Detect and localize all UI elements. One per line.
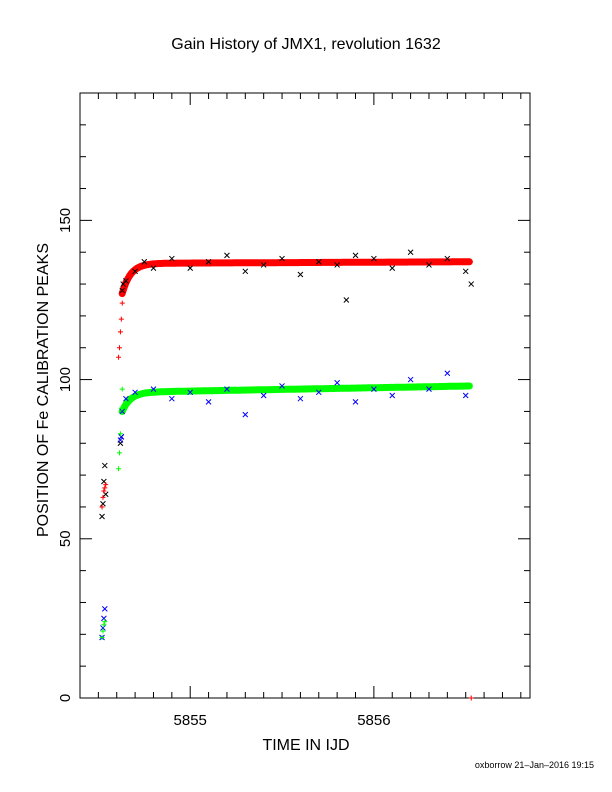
x-marker: [132, 268, 138, 275]
plus-marker: [118, 405, 124, 411]
x-marker: [389, 265, 396, 271]
y-tick-label: 100: [57, 367, 74, 392]
x-marker: [260, 392, 267, 399]
x-marker: [462, 268, 469, 275]
x-marker: [123, 395, 129, 402]
x-tick-label: 5855: [174, 712, 207, 729]
x-marker: [168, 255, 175, 262]
x-marker: [352, 252, 359, 259]
x-marker: [242, 411, 249, 418]
x-axis-label: TIME IN IJD: [262, 737, 350, 754]
x-marker: [315, 389, 322, 396]
plus-marker: [101, 488, 107, 494]
x-marker: [279, 383, 285, 389]
plus-marker: [119, 300, 125, 306]
plus-marker: [468, 695, 474, 701]
tick-marks: [80, 92, 530, 699]
plus-marker: [118, 316, 124, 322]
x-marker: [141, 258, 148, 265]
plus-marker: [99, 504, 105, 510]
x-marker: [224, 252, 230, 259]
plot-frame: [79, 92, 531, 699]
chart-title: Gain History of JMX1, revolution 1632: [171, 36, 441, 53]
x-marker: [117, 437, 124, 443]
data-points: [99, 249, 475, 701]
x-marker: [119, 408, 126, 415]
x-marker: [407, 249, 414, 256]
x-marker: [315, 258, 322, 265]
x-marker: [444, 255, 451, 262]
y-tick-label: 50: [57, 530, 74, 547]
x-marker: [205, 258, 212, 265]
footer-credit: oxborrow 21–Jan–2016 19:15: [474, 760, 594, 770]
x-marker: [297, 271, 304, 278]
x-marker: [462, 392, 469, 399]
x-marker: [187, 389, 194, 396]
x-marker: [150, 386, 157, 392]
x-marker: [371, 255, 377, 262]
x-marker: [407, 376, 414, 383]
plus-marker: [119, 386, 125, 392]
x-marker: [297, 395, 304, 402]
plus-marker: [116, 450, 122, 456]
x-marker: [389, 392, 396, 399]
x-marker: [468, 281, 475, 287]
x-marker: [279, 255, 285, 262]
x-marker: [168, 395, 175, 402]
x-marker: [101, 615, 107, 622]
x-marker: [242, 268, 249, 275]
trend-line: [118, 258, 473, 298]
x-marker: [99, 513, 105, 520]
plus-marker: [100, 628, 106, 634]
x-marker: [150, 265, 157, 271]
plus-marker: [102, 485, 108, 491]
plus-marker: [116, 345, 122, 351]
plus-marker: [102, 619, 108, 625]
plus-marker: [116, 466, 122, 472]
x-marker: [101, 462, 108, 469]
trend-lines: [118, 258, 473, 415]
x-marker: [100, 625, 106, 631]
x-tick-label: 5856: [357, 712, 390, 729]
x-marker: [426, 386, 432, 392]
x-marker: [224, 386, 230, 392]
x-marker: [426, 262, 432, 268]
x-marker: [123, 278, 129, 284]
x-marker: [118, 434, 125, 440]
plus-marker: [103, 482, 109, 488]
trend-line: [118, 382, 473, 415]
plus-marker: [116, 354, 122, 360]
plus-marker: [99, 635, 105, 640]
x-marker: [444, 370, 451, 377]
tick-labels: 0 50 100 150 5855 5856: [57, 208, 391, 729]
x-marker: [101, 605, 108, 612]
x-marker: [260, 262, 267, 268]
plus-marker: [117, 431, 123, 437]
plus-marker: [117, 329, 123, 335]
x-marker: [119, 287, 126, 294]
x-marker: [352, 399, 359, 405]
y-tick-label: 0: [57, 694, 74, 702]
x-marker: [334, 379, 340, 386]
x-marker: [132, 389, 138, 396]
x-marker: [100, 500, 106, 507]
x-marker: [205, 399, 212, 405]
x-marker: [187, 265, 194, 271]
x-marker: [343, 297, 350, 303]
plus-marker: [100, 494, 106, 500]
x-marker: [371, 386, 377, 392]
y-tick-label: 150: [57, 208, 74, 233]
x-marker: [334, 262, 340, 268]
plus-marker: [101, 622, 107, 628]
